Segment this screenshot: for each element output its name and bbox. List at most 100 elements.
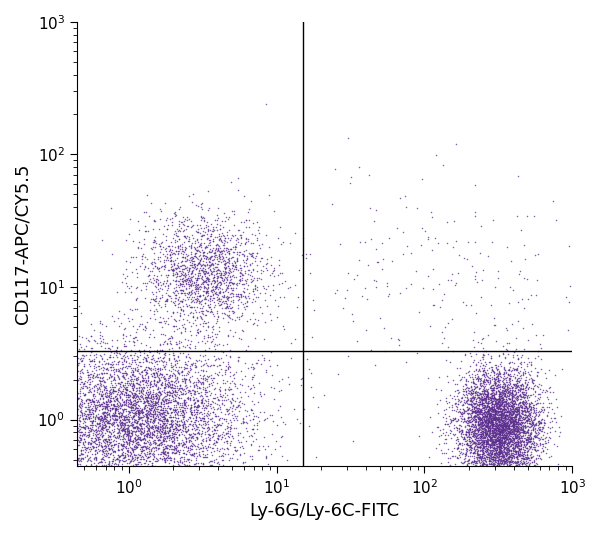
Point: [157, 262, 167, 270]
Point: [490, 397, 499, 406]
Point: [122, 430, 131, 438]
Point: [478, 460, 487, 468]
Point: [222, 291, 232, 300]
Point: [500, 444, 510, 452]
Point: [526, 452, 536, 461]
Point: [151, 373, 160, 382]
Point: [200, 396, 210, 405]
Point: [145, 452, 154, 461]
Point: [481, 422, 491, 431]
Point: [133, 335, 142, 344]
Point: [209, 261, 218, 269]
Point: [129, 412, 139, 420]
Point: [194, 400, 203, 409]
Point: [215, 287, 225, 296]
Point: [119, 355, 128, 364]
Point: [275, 442, 284, 450]
Point: [89, 357, 99, 366]
Point: [91, 392, 100, 400]
Point: [462, 403, 472, 411]
Point: [177, 407, 187, 416]
Point: [142, 356, 151, 365]
Point: [194, 376, 203, 384]
Point: [223, 244, 232, 252]
Point: [506, 382, 515, 390]
Point: [518, 369, 527, 378]
Point: [484, 430, 494, 439]
Point: [488, 400, 498, 409]
Point: [553, 442, 562, 450]
Point: [496, 426, 505, 435]
Point: [187, 269, 196, 278]
Point: [250, 297, 260, 305]
Point: [498, 378, 508, 387]
Point: [486, 450, 496, 459]
Point: [161, 261, 170, 270]
Point: [268, 266, 278, 275]
Point: [478, 403, 487, 412]
Point: [85, 417, 95, 426]
Point: [118, 364, 127, 373]
Point: [482, 450, 492, 458]
Point: [92, 430, 102, 438]
Point: [119, 419, 129, 428]
Point: [173, 410, 182, 419]
Point: [149, 446, 158, 455]
Point: [214, 395, 224, 404]
Point: [542, 387, 552, 395]
Point: [180, 374, 190, 383]
Point: [514, 461, 523, 470]
Point: [463, 440, 472, 449]
Point: [527, 418, 536, 426]
Point: [512, 429, 521, 438]
Point: [503, 411, 513, 420]
Point: [517, 434, 527, 442]
Point: [517, 407, 527, 416]
Point: [497, 413, 506, 422]
Point: [86, 332, 95, 340]
Point: [150, 261, 160, 270]
Point: [122, 427, 132, 436]
Point: [488, 410, 498, 418]
Point: [99, 409, 109, 418]
Point: [214, 269, 224, 278]
Point: [87, 421, 97, 429]
Point: [530, 446, 539, 454]
Point: [89, 389, 98, 398]
Point: [492, 429, 502, 437]
Point: [169, 438, 179, 446]
Point: [514, 378, 524, 387]
Point: [139, 439, 149, 447]
Point: [492, 420, 502, 429]
Point: [97, 387, 107, 395]
Point: [492, 395, 502, 404]
Point: [487, 445, 496, 454]
Point: [158, 394, 167, 402]
Point: [482, 442, 491, 450]
Point: [123, 427, 133, 435]
Point: [80, 391, 89, 399]
Point: [186, 451, 196, 459]
Point: [467, 410, 476, 419]
Point: [296, 381, 306, 389]
Point: [491, 364, 500, 372]
Point: [517, 444, 526, 453]
Point: [277, 269, 287, 278]
Point: [470, 403, 480, 412]
Point: [130, 305, 140, 313]
Point: [97, 442, 107, 451]
Point: [155, 353, 165, 362]
Point: [200, 244, 210, 252]
Point: [512, 426, 521, 434]
Point: [479, 395, 489, 404]
Point: [145, 399, 154, 408]
Point: [501, 399, 511, 408]
Point: [512, 407, 522, 415]
Point: [464, 457, 473, 465]
Point: [192, 220, 202, 229]
Point: [501, 431, 511, 439]
Point: [505, 407, 514, 416]
Point: [78, 380, 88, 388]
Point: [164, 374, 173, 383]
Point: [148, 290, 157, 299]
